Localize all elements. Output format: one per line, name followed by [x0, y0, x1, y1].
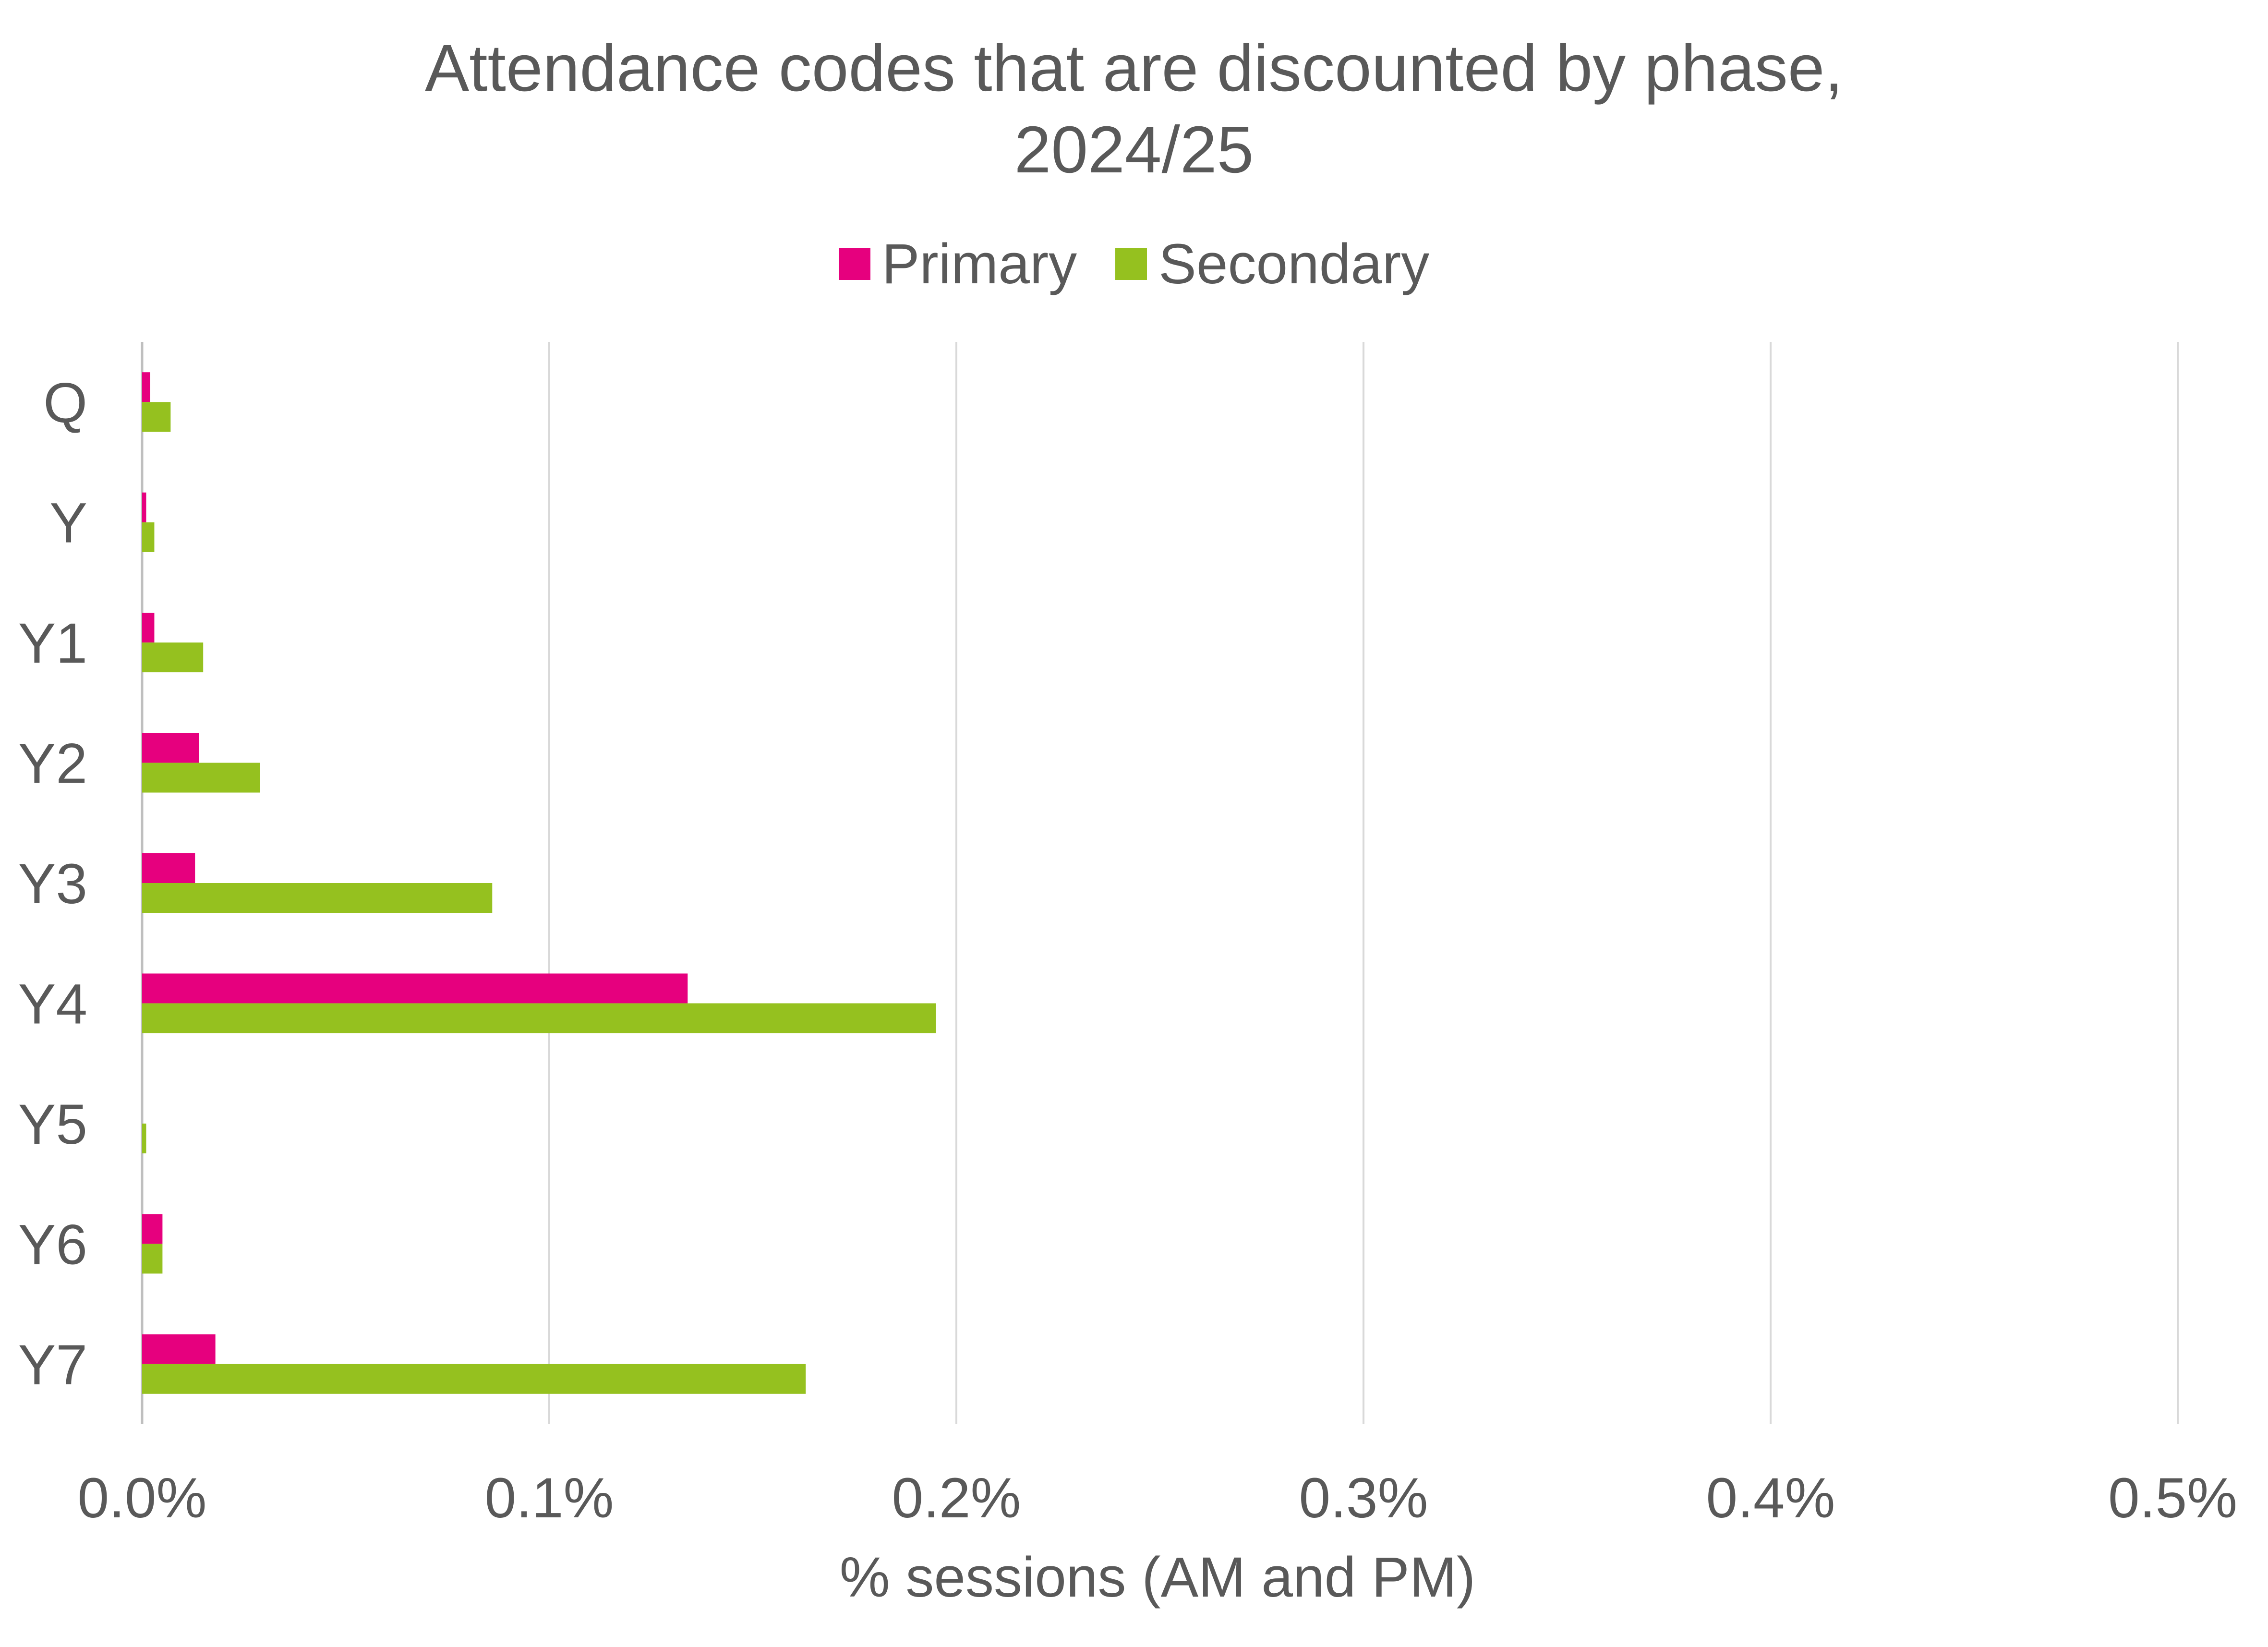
bar-secondary-y1 — [142, 642, 204, 673]
bar-primary-q — [142, 372, 150, 402]
y-tick-label: Y1 — [18, 612, 87, 675]
bar-primary-y7 — [142, 1334, 216, 1364]
legend-swatch-secondary — [1115, 248, 1147, 280]
bar-secondary-y6 — [142, 1244, 163, 1274]
chart-title-line-1: Attendance codes that are discounted by … — [425, 31, 1843, 105]
y-tick-label: Y4 — [18, 972, 87, 1036]
bar-primary-y — [142, 492, 146, 522]
y-tick-labels: QY Y1 Y2 Y3 Y4 Y5 Y6 Y7 — [18, 371, 87, 1397]
legend-swatch-primary — [838, 248, 870, 280]
legend-label-secondary: Secondary — [1158, 232, 1430, 296]
bar-primary-y6 — [142, 1214, 163, 1244]
y-tick-label: Y5 — [18, 1093, 87, 1156]
legend: Primary Secondary — [0, 231, 2268, 297]
bar-secondary-y5 — [142, 1123, 146, 1153]
y-tick-label: Y3 — [18, 852, 87, 916]
x-tick-label: 0.1% — [485, 1466, 614, 1530]
bar-secondary-y4 — [142, 1003, 936, 1033]
x-tick-labels: 0.0% 0.1% 0.2% 0.3% 0.4% 0.5% — [78, 1466, 2237, 1530]
x-axis-label: % sessions (AM and PM) — [840, 1546, 1476, 1609]
y-tick-label: Y — [49, 492, 87, 555]
y-tick-label: Y7 — [18, 1333, 87, 1397]
y-tick-label: Y6 — [18, 1213, 87, 1276]
bar-secondary-y2 — [142, 763, 260, 793]
bar-secondary-y — [142, 522, 155, 552]
x-tick-label: 0.0% — [78, 1466, 207, 1530]
legend-item-primary: Primary — [838, 231, 1077, 297]
x-tick-label: 0.4% — [1706, 1466, 1835, 1530]
bar-primary-y1 — [142, 613, 155, 643]
bar-secondary-y3 — [142, 883, 493, 913]
bar-primary-y2 — [142, 733, 199, 763]
chart-title-line-2: 2024/25 — [1014, 113, 1254, 187]
legend-item-secondary: Secondary — [1115, 231, 1429, 297]
x-tick-label: 0.2% — [892, 1466, 1021, 1530]
bar-secondary-y7 — [142, 1364, 806, 1394]
bars — [142, 372, 936, 1394]
bar-secondary-q — [142, 402, 171, 432]
bar-primary-y4 — [142, 973, 688, 1004]
legend-label-primary: Primary — [881, 232, 1077, 296]
y-tick-label: Y2 — [18, 732, 87, 796]
bar-primary-y3 — [142, 853, 195, 883]
x-tick-label: 0.5% — [2108, 1466, 2237, 1530]
y-tick-label: Q — [43, 371, 87, 435]
x-tick-label: 0.3% — [1299, 1466, 1428, 1530]
